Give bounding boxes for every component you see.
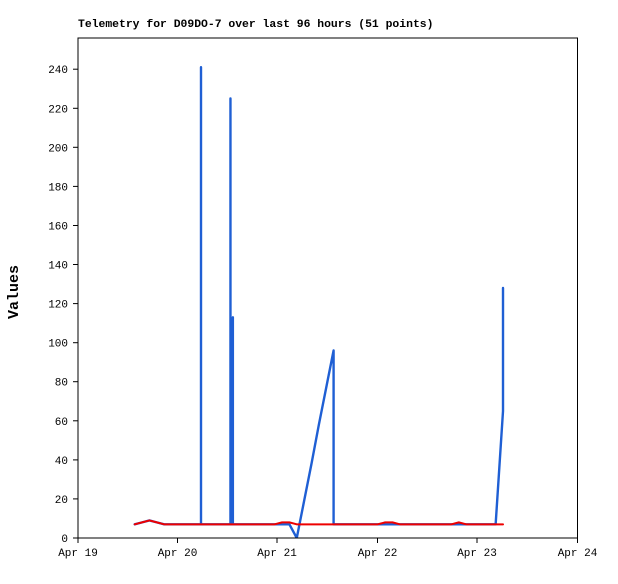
svg-text:Apr 24: Apr 24 [558, 548, 598, 560]
svg-text:0: 0 [61, 534, 68, 546]
svg-text:40: 40 [55, 456, 68, 468]
svg-text:140: 140 [48, 261, 68, 273]
svg-text:60: 60 [55, 417, 68, 429]
svg-text:240: 240 [48, 65, 68, 77]
svg-text:80: 80 [55, 378, 68, 390]
svg-text:Apr 21: Apr 21 [257, 548, 297, 560]
svg-text:120: 120 [48, 300, 68, 312]
svg-text:Apr 20: Apr 20 [158, 548, 198, 560]
svg-text:Apr 23: Apr 23 [457, 548, 497, 560]
svg-text:160: 160 [48, 222, 68, 234]
svg-text:Apr 22: Apr 22 [358, 548, 398, 560]
svg-text:Values: Values [6, 265, 23, 319]
svg-text:220: 220 [48, 104, 68, 116]
svg-text:100: 100 [48, 339, 68, 351]
svg-text:200: 200 [48, 143, 68, 155]
svg-text:Telemetry for D09DO-7 over las: Telemetry for D09DO-7 over last 96 hours… [78, 19, 433, 31]
svg-text:180: 180 [48, 182, 68, 194]
svg-text:20: 20 [55, 495, 68, 507]
svg-text:Apr 19: Apr 19 [58, 548, 98, 560]
